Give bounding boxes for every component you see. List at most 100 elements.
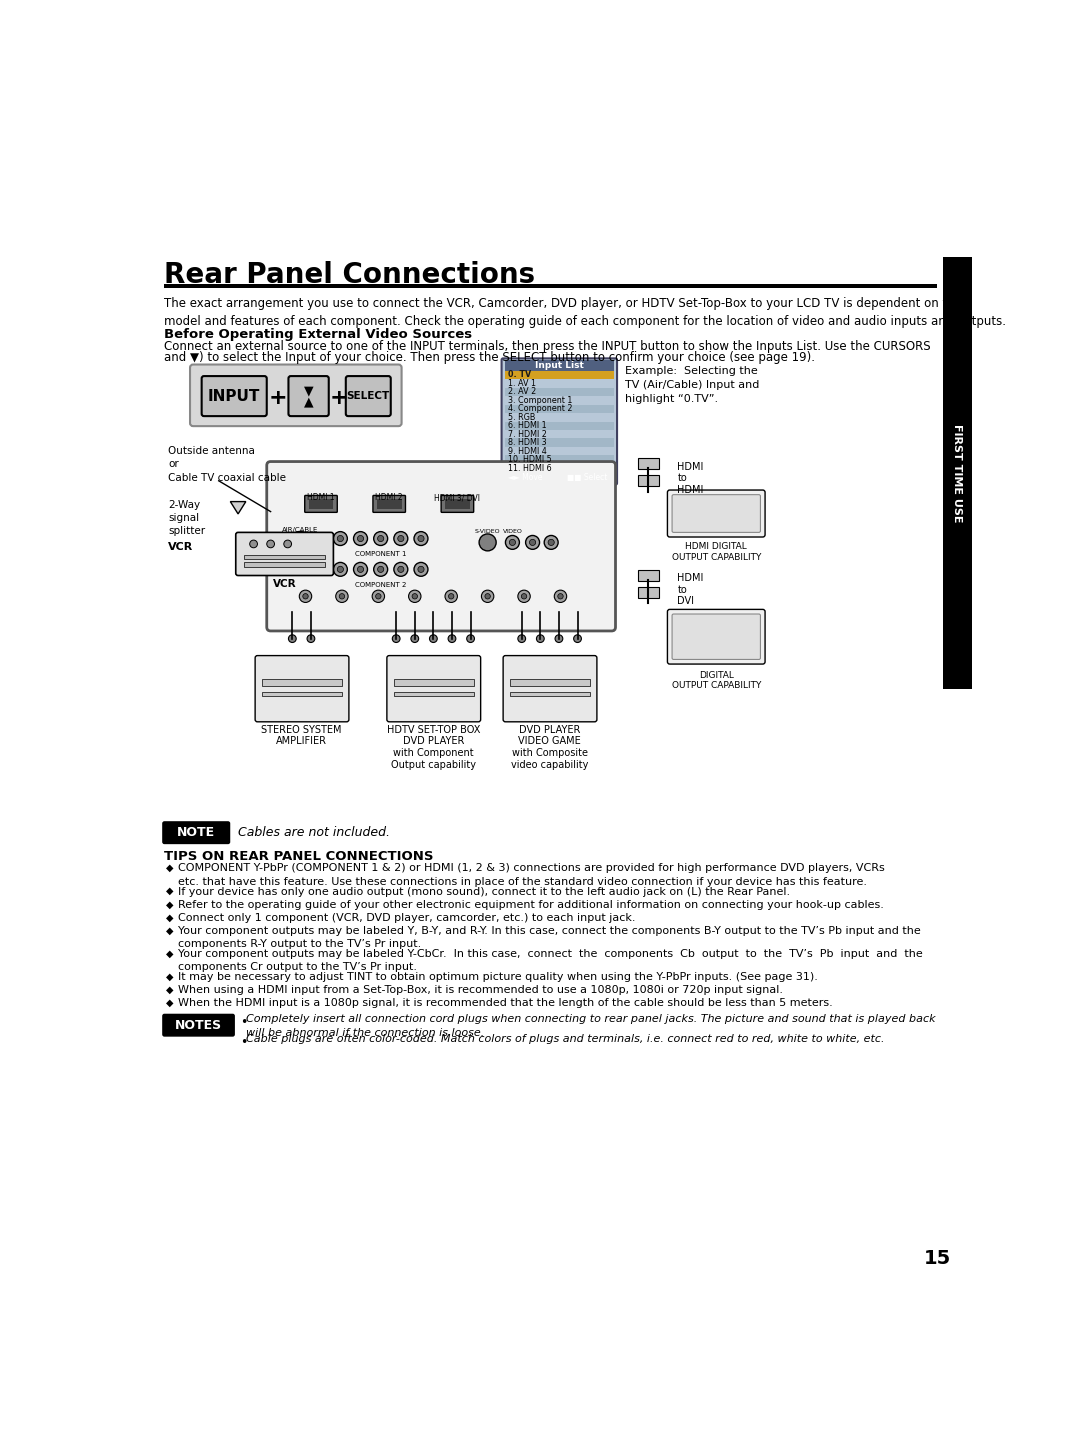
FancyBboxPatch shape: [505, 658, 595, 671]
Text: •: •: [240, 1015, 247, 1028]
FancyBboxPatch shape: [257, 658, 347, 671]
Bar: [262, 678, 342, 687]
Bar: [244, 563, 325, 567]
FancyBboxPatch shape: [305, 495, 337, 513]
FancyBboxPatch shape: [255, 655, 349, 721]
Text: DVD PLAYER
VIDEO GAME
with Composite
video capability: DVD PLAYER VIDEO GAME with Composite vid…: [511, 724, 589, 770]
FancyBboxPatch shape: [667, 609, 765, 664]
Circle shape: [505, 536, 519, 549]
Circle shape: [448, 635, 456, 642]
Text: ■■ Select: ■■ Select: [567, 472, 607, 482]
Circle shape: [537, 635, 544, 642]
Text: 9. HDMI 4: 9. HDMI 4: [508, 446, 546, 455]
Text: COMPONENT Y-PbPr (COMPONENT 1 & 2) or HDMI (1, 2 & 3) connections are provided f: COMPONENT Y-PbPr (COMPONENT 1 & 2) or HD…: [178, 864, 886, 887]
Circle shape: [392, 635, 400, 642]
Text: 3. Component 1: 3. Component 1: [508, 396, 572, 405]
Text: ◆: ◆: [166, 886, 174, 896]
Text: Your component outputs may be labeled Y, B-Y, and R-Y. In this case, connect the: Your component outputs may be labeled Y,…: [178, 926, 921, 949]
Circle shape: [557, 593, 563, 599]
Text: HDMI 1: HDMI 1: [307, 492, 335, 503]
Circle shape: [544, 536, 558, 549]
Circle shape: [302, 593, 308, 599]
Circle shape: [378, 566, 383, 573]
Text: 2-Way
signal
splitter: 2-Way signal splitter: [168, 500, 205, 537]
Circle shape: [480, 534, 496, 552]
FancyBboxPatch shape: [501, 359, 617, 485]
Text: Cable plugs are often color-coded. Match colors of plugs and terminals, i.e. con: Cable plugs are often color-coded. Match…: [246, 1034, 885, 1044]
Circle shape: [510, 540, 515, 546]
Circle shape: [572, 660, 582, 670]
Bar: [504, 472, 613, 482]
Text: S-VIDEO: S-VIDEO: [475, 528, 500, 534]
Text: NOTE: NOTE: [177, 827, 215, 840]
Circle shape: [429, 660, 438, 670]
Circle shape: [336, 590, 348, 602]
Text: TIPS ON REAR PANEL CONNECTIONS: TIPS ON REAR PANEL CONNECTIONS: [164, 850, 434, 863]
Bar: [504, 379, 613, 387]
Text: ◆: ◆: [166, 863, 174, 873]
Circle shape: [339, 593, 345, 599]
Circle shape: [536, 660, 545, 670]
Text: ◆: ◆: [166, 998, 174, 1008]
Circle shape: [548, 540, 554, 546]
FancyBboxPatch shape: [638, 475, 659, 487]
FancyBboxPatch shape: [346, 376, 391, 416]
FancyBboxPatch shape: [667, 490, 765, 537]
Circle shape: [394, 531, 408, 546]
Text: ▼: ▼: [303, 384, 313, 397]
Circle shape: [392, 660, 401, 670]
FancyBboxPatch shape: [389, 658, 478, 671]
Text: Refer to the operating guide of your other electronic equipment for additional i: Refer to the operating guide of your oth…: [178, 900, 885, 910]
Text: 15: 15: [923, 1248, 950, 1269]
Bar: [504, 405, 613, 413]
Bar: [504, 455, 613, 464]
Text: Completely insert all connection cord plugs when connecting to rear panel jacks.: Completely insert all connection cord pl…: [246, 1014, 935, 1038]
Circle shape: [334, 563, 348, 576]
Bar: [504, 431, 613, 438]
Circle shape: [397, 566, 404, 573]
Circle shape: [413, 593, 418, 599]
Text: and ▼) to select the Input of your choice. Then press the SELECT button to confi: and ▼) to select the Input of your choic…: [164, 351, 815, 364]
FancyBboxPatch shape: [190, 364, 402, 426]
Circle shape: [410, 660, 419, 670]
Circle shape: [447, 660, 457, 670]
Bar: [445, 498, 470, 510]
Circle shape: [288, 635, 296, 642]
Text: Your component outputs may be labeled Y-CbCr.  In this case,  connect  the  comp: Your component outputs may be labeled Y-…: [178, 949, 923, 972]
Text: ◆: ◆: [166, 985, 174, 995]
Circle shape: [555, 635, 563, 642]
Circle shape: [289, 531, 311, 553]
Circle shape: [414, 563, 428, 576]
Text: +: +: [329, 389, 348, 409]
Circle shape: [418, 566, 424, 573]
Text: AIR/CABLE: AIR/CABLE: [282, 527, 319, 533]
Bar: [504, 464, 613, 472]
Bar: [510, 691, 590, 697]
Text: ◆: ◆: [166, 972, 174, 982]
Text: 0. TV: 0. TV: [508, 370, 531, 379]
Circle shape: [284, 540, 292, 547]
Text: 8. HDMI 3: 8. HDMI 3: [508, 438, 546, 448]
Circle shape: [573, 635, 581, 642]
Text: FIRST TIME USE: FIRST TIME USE: [953, 423, 962, 523]
Circle shape: [374, 531, 388, 546]
Bar: [394, 678, 474, 687]
Text: ◆: ◆: [166, 900, 174, 909]
Circle shape: [267, 540, 274, 547]
FancyBboxPatch shape: [267, 462, 616, 631]
Text: Cables are not included.: Cables are not included.: [238, 827, 390, 840]
Circle shape: [334, 531, 348, 546]
Circle shape: [526, 536, 540, 549]
Circle shape: [418, 536, 424, 541]
Text: When using a HDMI input from a Set-Top-Box, it is recommended to use a 1080p, 10: When using a HDMI input from a Set-Top-B…: [178, 985, 783, 995]
FancyBboxPatch shape: [235, 533, 334, 576]
Bar: [504, 446, 613, 455]
Circle shape: [287, 660, 297, 670]
Circle shape: [465, 660, 475, 670]
Bar: [943, 258, 972, 688]
Text: When the HDMI input is a 1080p signal, it is recommended that the length of the : When the HDMI input is a 1080p signal, i…: [178, 998, 833, 1008]
Bar: [504, 387, 613, 396]
Text: 10. HDMI 5: 10. HDMI 5: [508, 455, 552, 464]
Bar: [309, 498, 334, 510]
Bar: [394, 691, 474, 697]
